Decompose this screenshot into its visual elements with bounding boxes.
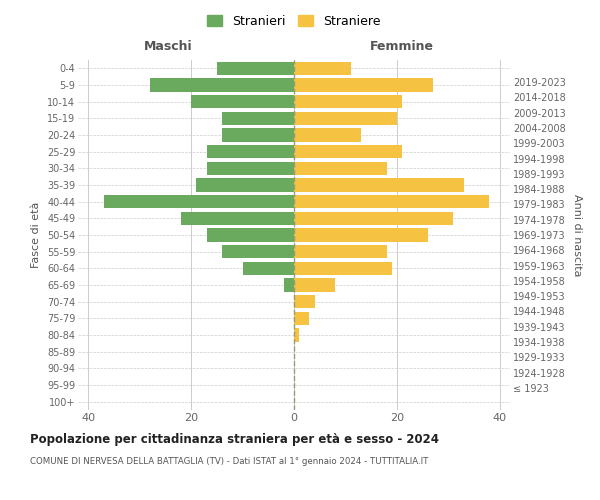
- Bar: [206, 145, 294, 158]
- Bar: [206, 228, 294, 241]
- Bar: [294, 162, 386, 175]
- Y-axis label: Fasce di età: Fasce di età: [31, 202, 41, 268]
- Bar: [294, 145, 402, 158]
- Bar: [294, 312, 310, 325]
- Bar: [294, 328, 299, 342]
- Bar: [191, 95, 294, 108]
- Bar: [294, 128, 361, 141]
- Bar: [294, 278, 335, 291]
- Bar: [222, 245, 294, 258]
- Bar: [222, 112, 294, 125]
- Bar: [284, 278, 294, 291]
- Bar: [294, 212, 454, 225]
- Bar: [150, 78, 294, 92]
- Bar: [294, 178, 464, 192]
- Bar: [294, 95, 402, 108]
- Bar: [217, 62, 294, 75]
- Bar: [196, 178, 294, 192]
- Bar: [104, 195, 294, 208]
- Bar: [206, 162, 294, 175]
- Bar: [222, 128, 294, 141]
- Y-axis label: Anni di nascita: Anni di nascita: [572, 194, 583, 276]
- Legend: Stranieri, Straniere: Stranieri, Straniere: [203, 11, 385, 32]
- Text: Maschi: Maschi: [143, 40, 193, 52]
- Bar: [294, 295, 314, 308]
- Bar: [294, 62, 350, 75]
- Text: Popolazione per cittadinanza straniera per età e sesso - 2024: Popolazione per cittadinanza straniera p…: [30, 432, 439, 446]
- Bar: [294, 262, 392, 275]
- Bar: [294, 112, 397, 125]
- Bar: [294, 228, 428, 241]
- Bar: [181, 212, 294, 225]
- Bar: [294, 195, 490, 208]
- Bar: [242, 262, 294, 275]
- Text: Femmine: Femmine: [370, 40, 434, 52]
- Bar: [294, 78, 433, 92]
- Text: COMUNE DI NERVESA DELLA BATTAGLIA (TV) - Dati ISTAT al 1° gennaio 2024 - TUTTITA: COMUNE DI NERVESA DELLA BATTAGLIA (TV) -…: [30, 458, 428, 466]
- Bar: [294, 245, 386, 258]
